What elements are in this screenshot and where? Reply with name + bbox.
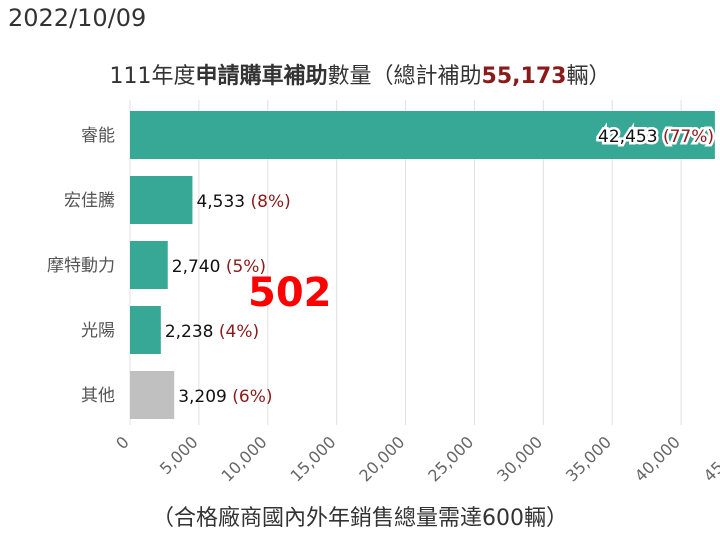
bar <box>130 306 161 354</box>
data-label: 2,740 (5%) <box>172 257 266 277</box>
x-tick-label: 5,000 <box>156 432 202 478</box>
x-tick-label: 45,000 <box>700 432 720 485</box>
overlay-annotation: 502 <box>248 270 332 316</box>
percent-label: (5%) <box>226 257 266 277</box>
category-label: 光陽 <box>81 321 115 341</box>
title-suffix: 輛） <box>566 64 611 89</box>
data-label: 3,209 (6%) <box>178 387 272 407</box>
x-tick-label: 10,000 <box>218 432 271 485</box>
x-tick-label: 15,000 <box>286 432 339 485</box>
title-total: 55,173 <box>481 64 567 89</box>
percent-label: (6%) <box>232 387 272 407</box>
x-tick-label: 20,000 <box>355 432 408 485</box>
category-label: 摩特動力 <box>47 256 115 276</box>
x-tick-label: 35,000 <box>562 432 615 485</box>
bar <box>130 111 715 159</box>
x-axis-label: （合格廠商國內外年銷售總量需達600輛） <box>152 506 568 531</box>
value-label: 42,453 <box>598 127 663 147</box>
bar <box>130 241 168 289</box>
percent-label: (8%) <box>251 192 291 212</box>
x-tick-label: 0 <box>112 432 133 453</box>
value-label: 4,533 <box>196 192 250 212</box>
title-prefix: 111年度 <box>109 64 196 89</box>
data-label: 4,533 (8%) <box>196 192 290 212</box>
chart-title: 111年度申請購車補助數量（總計補助55,173輛） <box>0 58 720 90</box>
x-tick-label: 25,000 <box>424 432 477 485</box>
title-bold: 申請購車補助 <box>195 64 328 89</box>
value-label: 2,238 <box>165 322 219 342</box>
category-label: 睿能 <box>81 126 115 146</box>
x-tick-label: 40,000 <box>631 432 684 485</box>
category-label: 宏佳騰 <box>64 191 115 211</box>
percent-label: (4%) <box>219 322 259 342</box>
bar <box>130 176 193 224</box>
value-label: 3,209 <box>178 387 232 407</box>
data-label: 42,453 (77%) <box>598 127 714 147</box>
title-middle: 數量（總計補助 <box>327 64 482 89</box>
bar <box>130 371 175 419</box>
percent-label: (77%) <box>663 127 714 147</box>
value-label: 2,740 <box>172 257 226 277</box>
x-tick-label: 30,000 <box>493 432 546 485</box>
date-label: 2022/10/09 <box>8 4 147 32</box>
data-label: 2,238 (4%) <box>165 322 259 342</box>
category-label: 其他 <box>81 386 115 406</box>
